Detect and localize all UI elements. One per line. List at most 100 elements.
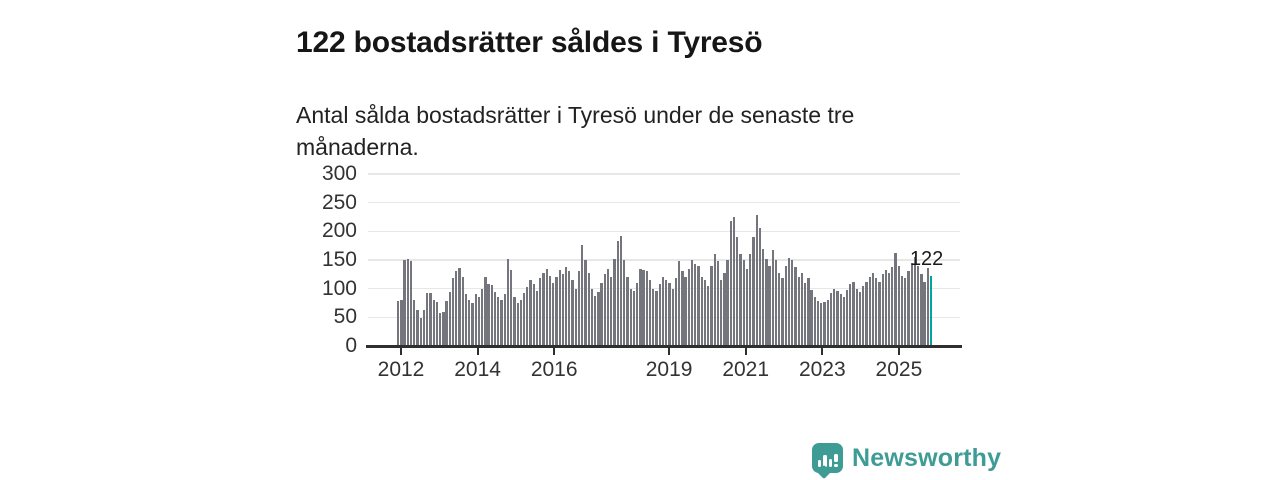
bar [713, 254, 716, 346]
bar [803, 282, 807, 346]
gridline [368, 259, 960, 261]
bar [606, 268, 610, 346]
bar [681, 271, 684, 346]
x-axis-label: 2023 [798, 358, 846, 381]
bar [800, 272, 804, 346]
bar [613, 258, 616, 346]
bar [435, 302, 439, 346]
bar [632, 290, 636, 346]
bar [577, 271, 581, 346]
bar [813, 297, 816, 346]
bar [526, 286, 529, 346]
bar [729, 221, 732, 346]
bar [645, 271, 648, 346]
bar [555, 277, 558, 346]
bar [581, 244, 584, 346]
bar [865, 281, 868, 346]
bar [690, 260, 694, 346]
bar [913, 257, 917, 346]
x-axis-tick [668, 347, 671, 355]
bar [687, 268, 690, 346]
bar [442, 311, 445, 346]
bar [642, 270, 645, 346]
bar [684, 277, 687, 346]
x-axis-tick [400, 347, 402, 355]
bar [875, 278, 878, 346]
bar [561, 274, 565, 346]
bar [678, 261, 681, 346]
bar [422, 310, 426, 346]
x-axis-label: 2025 [875, 358, 923, 381]
bar [868, 277, 871, 346]
bar [532, 284, 535, 346]
x-axis-line [366, 345, 962, 348]
bar [820, 303, 823, 346]
bar [878, 281, 881, 346]
bar [545, 268, 548, 346]
bar [400, 299, 403, 346]
bar [471, 303, 474, 346]
bar [455, 270, 458, 346]
bar [597, 291, 600, 346]
bar [594, 295, 597, 346]
bar [826, 300, 829, 346]
bar [610, 277, 613, 346]
bar [703, 280, 707, 346]
bar [920, 274, 923, 346]
bar [448, 291, 451, 346]
bar [639, 268, 642, 346]
bar [768, 265, 771, 346]
bar [403, 260, 406, 346]
x-axis-tick [553, 347, 556, 355]
bar [665, 280, 668, 346]
bar [548, 276, 552, 346]
bar [564, 266, 568, 346]
bar [600, 282, 603, 346]
logo-bar-medium [828, 459, 832, 467]
bar-chart-speech-bubble-icon [812, 443, 843, 473]
bar [619, 235, 623, 346]
bar [668, 282, 671, 346]
value-label: 122 [909, 248, 944, 271]
bar [797, 277, 800, 346]
bar [894, 253, 897, 346]
bar [661, 277, 665, 346]
y-axis-label: 150 [321, 248, 357, 271]
bar [590, 288, 594, 346]
bar [752, 237, 755, 346]
bar [558, 270, 561, 346]
bar [513, 296, 516, 346]
bar [629, 288, 632, 346]
bar [816, 301, 820, 346]
bar [535, 290, 539, 346]
bar [781, 278, 784, 346]
x-axis-tick [476, 347, 479, 355]
bar [409, 261, 413, 346]
bar [636, 282, 639, 346]
y-axis-label: 250 [321, 190, 357, 214]
bar [887, 272, 891, 346]
bar [623, 260, 626, 346]
bar [503, 294, 506, 346]
bar [438, 312, 442, 346]
bar [484, 277, 487, 346]
bar [461, 277, 464, 346]
bar [506, 258, 510, 346]
bar [432, 300, 435, 346]
bar [794, 266, 797, 346]
bar [862, 285, 865, 346]
bar [716, 261, 720, 346]
bar [904, 278, 907, 346]
bar [552, 282, 555, 346]
bar [413, 300, 416, 346]
x-axis-tick [744, 347, 747, 355]
bar [900, 276, 904, 346]
bar [519, 300, 523, 346]
bar [910, 262, 913, 346]
logo-bar-short [817, 460, 821, 467]
x-axis-label: 2014 [454, 358, 501, 381]
logo-bar-tall [823, 455, 827, 467]
page-title: 122 bostadsrätter såldes i Tyresö [296, 26, 763, 60]
bar [474, 294, 477, 346]
